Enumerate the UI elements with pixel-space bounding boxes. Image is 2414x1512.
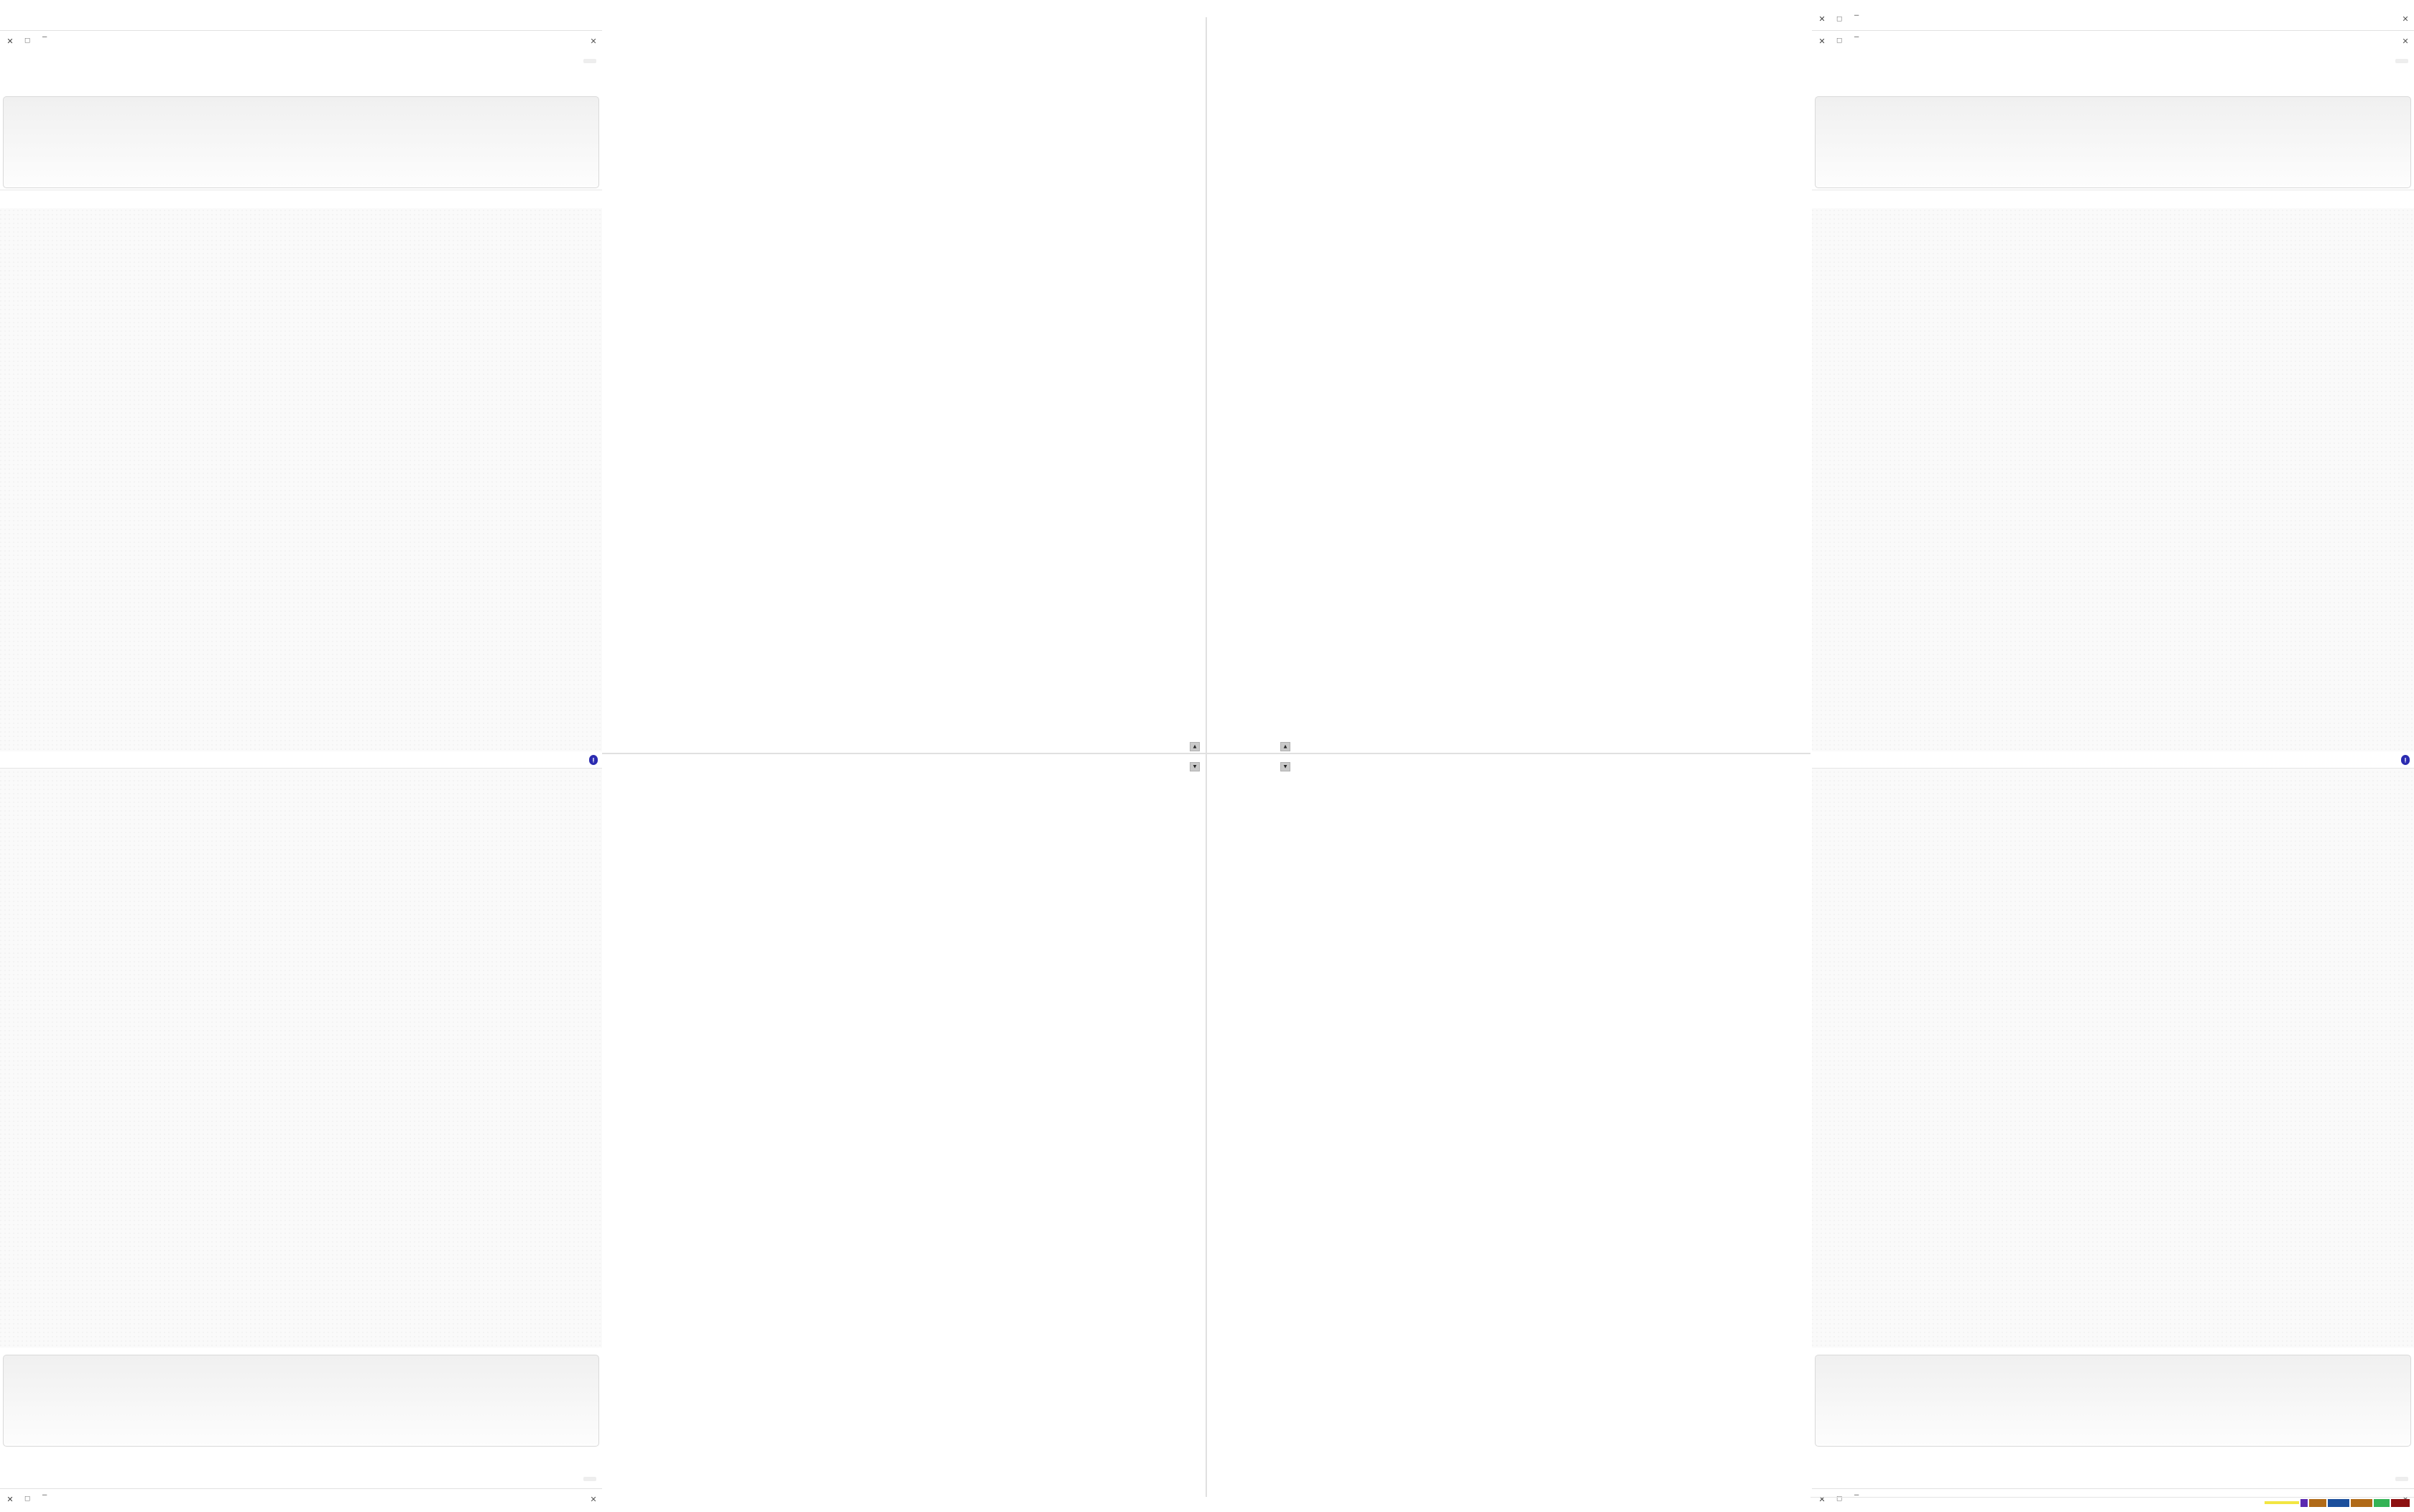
menu-file-b[interactable]	[583, 1477, 596, 1481]
menu-help[interactable]	[2323, 1477, 2336, 1481]
menu-view[interactable]	[2367, 1477, 2380, 1481]
menu-help-d[interactable]	[512, 59, 524, 63]
menu-file-d[interactable]	[583, 59, 596, 63]
window-close-left-icon-d[interactable]: ✕	[590, 36, 597, 45]
menu-solution-d[interactable]	[526, 59, 539, 63]
window-close-left-icon-b[interactable]: ✕	[590, 1494, 597, 1503]
gh-canvas-a[interactable]	[1812, 769, 2414, 1348]
menu-file-c[interactable]	[2395, 59, 2408, 63]
menu-solution-c[interactable]	[2338, 59, 2351, 63]
menu-pancake-d[interactable]	[497, 59, 510, 63]
menu-view-b[interactable]	[555, 1477, 568, 1481]
menu-pancake-b[interactable]	[497, 1477, 510, 1481]
swatch-6	[2265, 1501, 2299, 1505]
component-ribbon-d[interactable]	[3, 96, 599, 188]
component-ribbon-c[interactable]	[1815, 96, 2411, 188]
minimize-button-d[interactable]: _	[42, 36, 47, 45]
menubar-gh-c	[1812, 52, 2414, 70]
menubar-gh-d	[0, 52, 602, 70]
maximize-button-b[interactable]: □	[24, 1494, 30, 1503]
window-titlebar-gh-d: ✕ _ □ ✕	[0, 30, 602, 50]
menu-display-c[interactable]	[2352, 59, 2365, 63]
viewport-menu-arrow-tr[interactable]: ▲	[1190, 762, 1200, 771]
grasshopper-badge-icon-b: i	[589, 755, 598, 766]
menubar-gh-b	[0, 1470, 602, 1488]
menu-solution[interactable]	[2338, 1477, 2351, 1481]
swatch-5	[2300, 1499, 2308, 1507]
viewport-divider-horizontal[interactable]	[602, 753, 1810, 754]
rhino-status-strip	[1810, 1497, 2414, 1508]
component-tab-glyph-strip-c	[1812, 72, 2414, 93]
gh-canvas-c[interactable]	[1812, 208, 2414, 751]
menu-help-b[interactable]	[512, 1477, 524, 1481]
maximize-button-d[interactable]: □	[24, 36, 30, 45]
viewport-label-tl: ▲	[1280, 762, 1293, 771]
component-tab-glyph-strip-d	[0, 72, 602, 93]
window-close-left-icon-c[interactable]: ✕	[2402, 36, 2409, 45]
window-titlebar-gh-c2: ✕ _ □ ✕	[1812, 9, 2414, 29]
menu-edit[interactable]	[2381, 1477, 2394, 1481]
swatch-0	[2391, 1499, 2410, 1507]
viewport-divider-vertical[interactable]	[1206, 17, 1207, 1497]
close-button-d[interactable]: ✕	[6, 36, 14, 45]
canvas-toolbar-c	[1812, 190, 2414, 208]
menu-display-d[interactable]	[540, 59, 553, 63]
component-ribbon-b[interactable]	[3, 1355, 599, 1447]
menu-edit-d[interactable]	[569, 59, 582, 63]
window-titlebar-gh-b: ✕ _ □ ✕	[0, 1488, 602, 1508]
menu-solution-b[interactable]	[526, 1477, 539, 1481]
minimize-button-c2[interactable]: _	[1854, 14, 1859, 23]
rhino-status-numbers	[2253, 1495, 2265, 1512]
statusbar-gh-a: i	[1812, 753, 2414, 769]
gh-canvas-d[interactable]	[0, 208, 602, 751]
minimize-button-c[interactable]: _	[1854, 36, 1859, 45]
menu-edit-b[interactable]	[569, 1477, 582, 1481]
menu-pancake-c[interactable]	[2309, 59, 2322, 63]
viewport-label-br: ▼	[1187, 742, 1200, 751]
rhino-color-swatches	[2265, 1498, 2410, 1508]
swatch-1	[2374, 1499, 2390, 1507]
viewport-label-tr: ▲	[1187, 762, 1200, 771]
statusbar-gh-b: i	[0, 753, 602, 769]
rhino-viewport-top-left	[1207, 770, 1810, 1497]
gh-canvas-b[interactable]	[0, 769, 602, 1348]
maximize-button-c2[interactable]: □	[1836, 14, 1842, 23]
component-tab-glyph-strip-a	[1812, 1448, 2414, 1470]
menu-display-b[interactable]	[540, 1477, 553, 1481]
menubar-gh-a	[1812, 1470, 2414, 1488]
rhino-viewport-bottom-right	[602, 17, 1206, 744]
menu-view-c[interactable]	[2367, 59, 2380, 63]
menu-pancake[interactable]	[2309, 1477, 2322, 1481]
menu-display[interactable]	[2352, 1477, 2365, 1481]
menu-file[interactable]	[2395, 1477, 2408, 1481]
swatch-2	[2351, 1499, 2372, 1507]
close-button-c2[interactable]: ✕	[1818, 14, 1826, 23]
viewport-menu-arrow-tl[interactable]: ▲	[1280, 762, 1290, 771]
viewport-label-bl: ▼	[1280, 742, 1293, 751]
close-button-b[interactable]: ✕	[6, 1494, 14, 1503]
rhino-viewport-bottom-left	[1207, 17, 1810, 744]
close-button-c[interactable]: ✕	[1818, 36, 1826, 45]
viewport-menu-arrow-bl[interactable]: ▼	[1280, 742, 1290, 751]
swatch-4	[2309, 1499, 2326, 1507]
canvas-toolbar-d	[0, 190, 602, 208]
menu-help-c[interactable]	[2323, 59, 2336, 63]
menu-view-d[interactable]	[555, 59, 568, 63]
window-close-left-icon-c2[interactable]: ✕	[2402, 14, 2409, 23]
menu-edit-c[interactable]	[2381, 59, 2394, 63]
window-titlebar-gh-c: ✕ _ □ ✕	[1812, 30, 2414, 50]
maximize-button-c[interactable]: □	[1836, 36, 1842, 45]
rhino-viewport-top-right	[602, 770, 1206, 1497]
grasshopper-badge-icon: i	[2401, 755, 2410, 766]
component-ribbon-a[interactable]	[1815, 1355, 2411, 1447]
component-tab-glyph-strip-b	[0, 1448, 602, 1470]
taskbar-top	[1006, 1490, 1408, 1508]
swatch-3	[2328, 1499, 2349, 1507]
minimize-button-b[interactable]: _	[42, 1494, 47, 1503]
viewport-menu-arrow-br[interactable]: ▼	[1190, 742, 1200, 751]
taskbar-bottom	[1006, 0, 1408, 19]
